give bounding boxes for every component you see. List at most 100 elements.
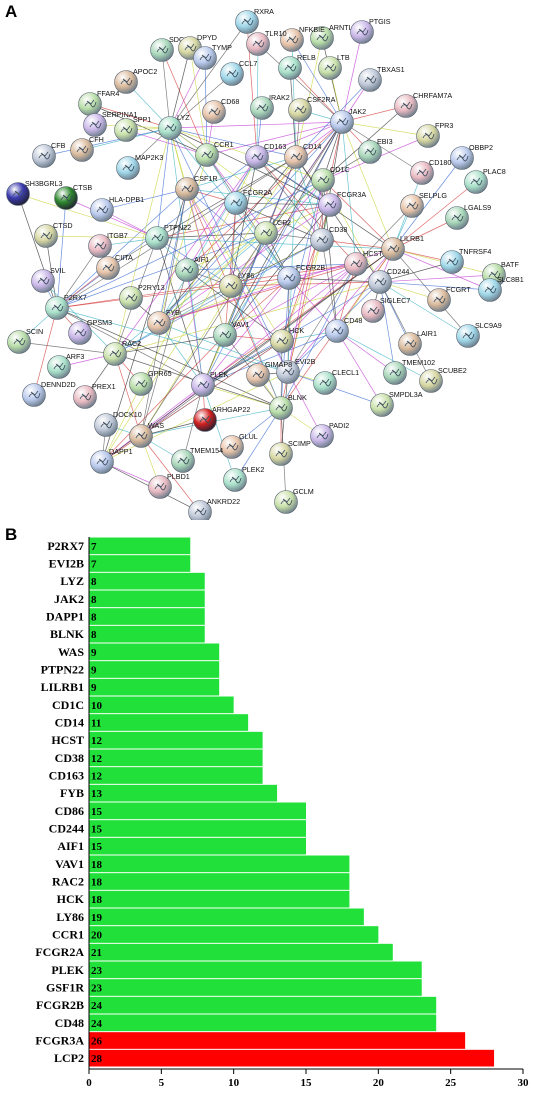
network-node-tnfrsf4: TNFRSF4: [440, 247, 491, 274]
network-node-blnk: BLNK: [269, 393, 307, 420]
network-edge: [169, 21, 248, 129]
network-node-label: CD14: [303, 142, 321, 151]
bar-was: [89, 643, 220, 661]
network-node-label: CD1C: [330, 165, 350, 174]
protein-structure-icon: [256, 103, 269, 112]
network-node-fpr3: FPR3: [416, 121, 453, 148]
protein-structure-icon: [96, 457, 109, 466]
panel-b-label: B: [5, 525, 18, 544]
x-tick-label: 20: [373, 1077, 385, 1089]
network-node-fyb: FYB: [147, 308, 180, 335]
bar-p2rx7: [89, 537, 191, 555]
category-label: FCGR2B: [36, 998, 84, 1012]
category-label: CD38: [55, 751, 84, 765]
protein-structure-icon: [470, 177, 483, 186]
network-node-label: LAIR1: [417, 329, 437, 338]
network-node-scimp: SCIMP: [269, 439, 311, 466]
x-tick-label: 5: [159, 1077, 165, 1089]
network-node-label: PLBD1: [167, 472, 190, 481]
network-edge: [114, 353, 142, 437]
category-label: EVI2B: [49, 557, 84, 571]
network-node-csf2ra: CSF2RA: [288, 95, 336, 122]
network-node-label: DOCK10: [113, 410, 142, 419]
protein-structure-icon: [225, 281, 238, 290]
network-node-scube2: SCUBE2: [419, 366, 467, 393]
network-node-label: CD68: [221, 97, 239, 106]
value-label: 9: [91, 665, 97, 677]
network-node-cd48: CD48: [325, 316, 362, 343]
network-node-p2ry13: P2RY13: [119, 283, 165, 310]
network-edge: [341, 121, 429, 137]
network-node-relb: RELB: [278, 53, 316, 80]
network-edge: [156, 204, 331, 239]
network-node-apoc2: APOC2: [114, 67, 157, 94]
bar-fcgr3a: [89, 1032, 466, 1049]
network-edge: [45, 235, 58, 309]
network-node-lilrb1: LILRB1: [381, 234, 424, 261]
network-node-label: CHRFAM7A: [413, 91, 452, 100]
network-node-label: FPR3: [435, 121, 453, 130]
protein-structure-icon: [376, 400, 389, 409]
protein-structure-icon: [374, 277, 387, 286]
protein-structure-icon: [40, 231, 53, 240]
network-node-serpina1: SERPINA1: [83, 110, 138, 137]
protein-structure-icon: [154, 482, 167, 491]
protein-structure-icon: [364, 147, 377, 156]
protein-structure-icon: [153, 318, 166, 327]
bar-cd48: [89, 1014, 437, 1032]
network-node-label: RXRA: [254, 7, 274, 16]
category-label: P2RX7: [47, 539, 84, 553]
network-node-label: AIF1: [194, 255, 209, 264]
category-label: LILRB1: [41, 680, 84, 694]
value-label: 9: [91, 682, 97, 694]
network-node-label: P2RY13: [138, 283, 165, 292]
network-node-label: LCP2: [273, 218, 291, 227]
network-edge: [158, 179, 324, 324]
network-node-chrfam7a: CHRFAM7A: [394, 91, 452, 118]
category-label: CD86: [55, 804, 84, 818]
bar-jak2: [89, 590, 205, 608]
network-edge: [125, 129, 208, 156]
protein-structure-icon: [74, 328, 87, 337]
category-label: LYZ: [60, 574, 84, 588]
network-edge: [158, 232, 267, 324]
protein-structure-icon: [324, 200, 337, 209]
protein-structure-icon: [275, 449, 288, 458]
category-label: WAS: [58, 645, 84, 659]
network-edge: [379, 281, 396, 374]
network-node-itgb7: ITGB7: [88, 231, 128, 258]
value-label: 8: [91, 576, 97, 588]
network-edge: [186, 121, 343, 271]
network-edge: [295, 156, 323, 241]
network-edge: [101, 384, 204, 463]
network-node-tymp: TYMP: [193, 43, 232, 70]
network-edge: [186, 156, 258, 271]
network-edge: [230, 285, 282, 409]
network-node-label: SPP1: [133, 115, 151, 124]
network-node-svil: SVIL: [31, 266, 66, 293]
protein-structure-icon: [400, 101, 413, 110]
network-node-ly86: LY86: [219, 271, 254, 298]
bar-rac2: [89, 873, 350, 890]
network-node-label: PTPN22: [164, 223, 191, 232]
x-tick-label: 0: [86, 1077, 92, 1089]
network-node-ptgis: PTGIS: [350, 17, 391, 44]
network-node-label: RELB: [297, 53, 316, 62]
network-node-label: LY86: [238, 271, 254, 280]
category-label: FCGR2A: [35, 945, 84, 959]
network-edge: [291, 39, 343, 123]
bar-lilrb1: [89, 678, 220, 696]
network-node-vav1: VAV1: [213, 320, 249, 347]
network-edge: [89, 103, 171, 129]
network-node-ccl7: CCL7: [220, 59, 257, 86]
network-edge: [114, 239, 323, 355]
network-edge: [257, 43, 343, 123]
network-node-label: EBI3: [377, 137, 393, 146]
network-node-label: HCK: [289, 326, 304, 335]
network-node-aif1: AIF1: [175, 255, 209, 282]
protein-structure-icon: [484, 285, 497, 294]
network-edge: [169, 127, 297, 158]
x-tick-label: 10: [228, 1077, 240, 1089]
network-node-label: SLC8B1: [497, 275, 524, 284]
protein-structure-icon: [199, 415, 212, 424]
